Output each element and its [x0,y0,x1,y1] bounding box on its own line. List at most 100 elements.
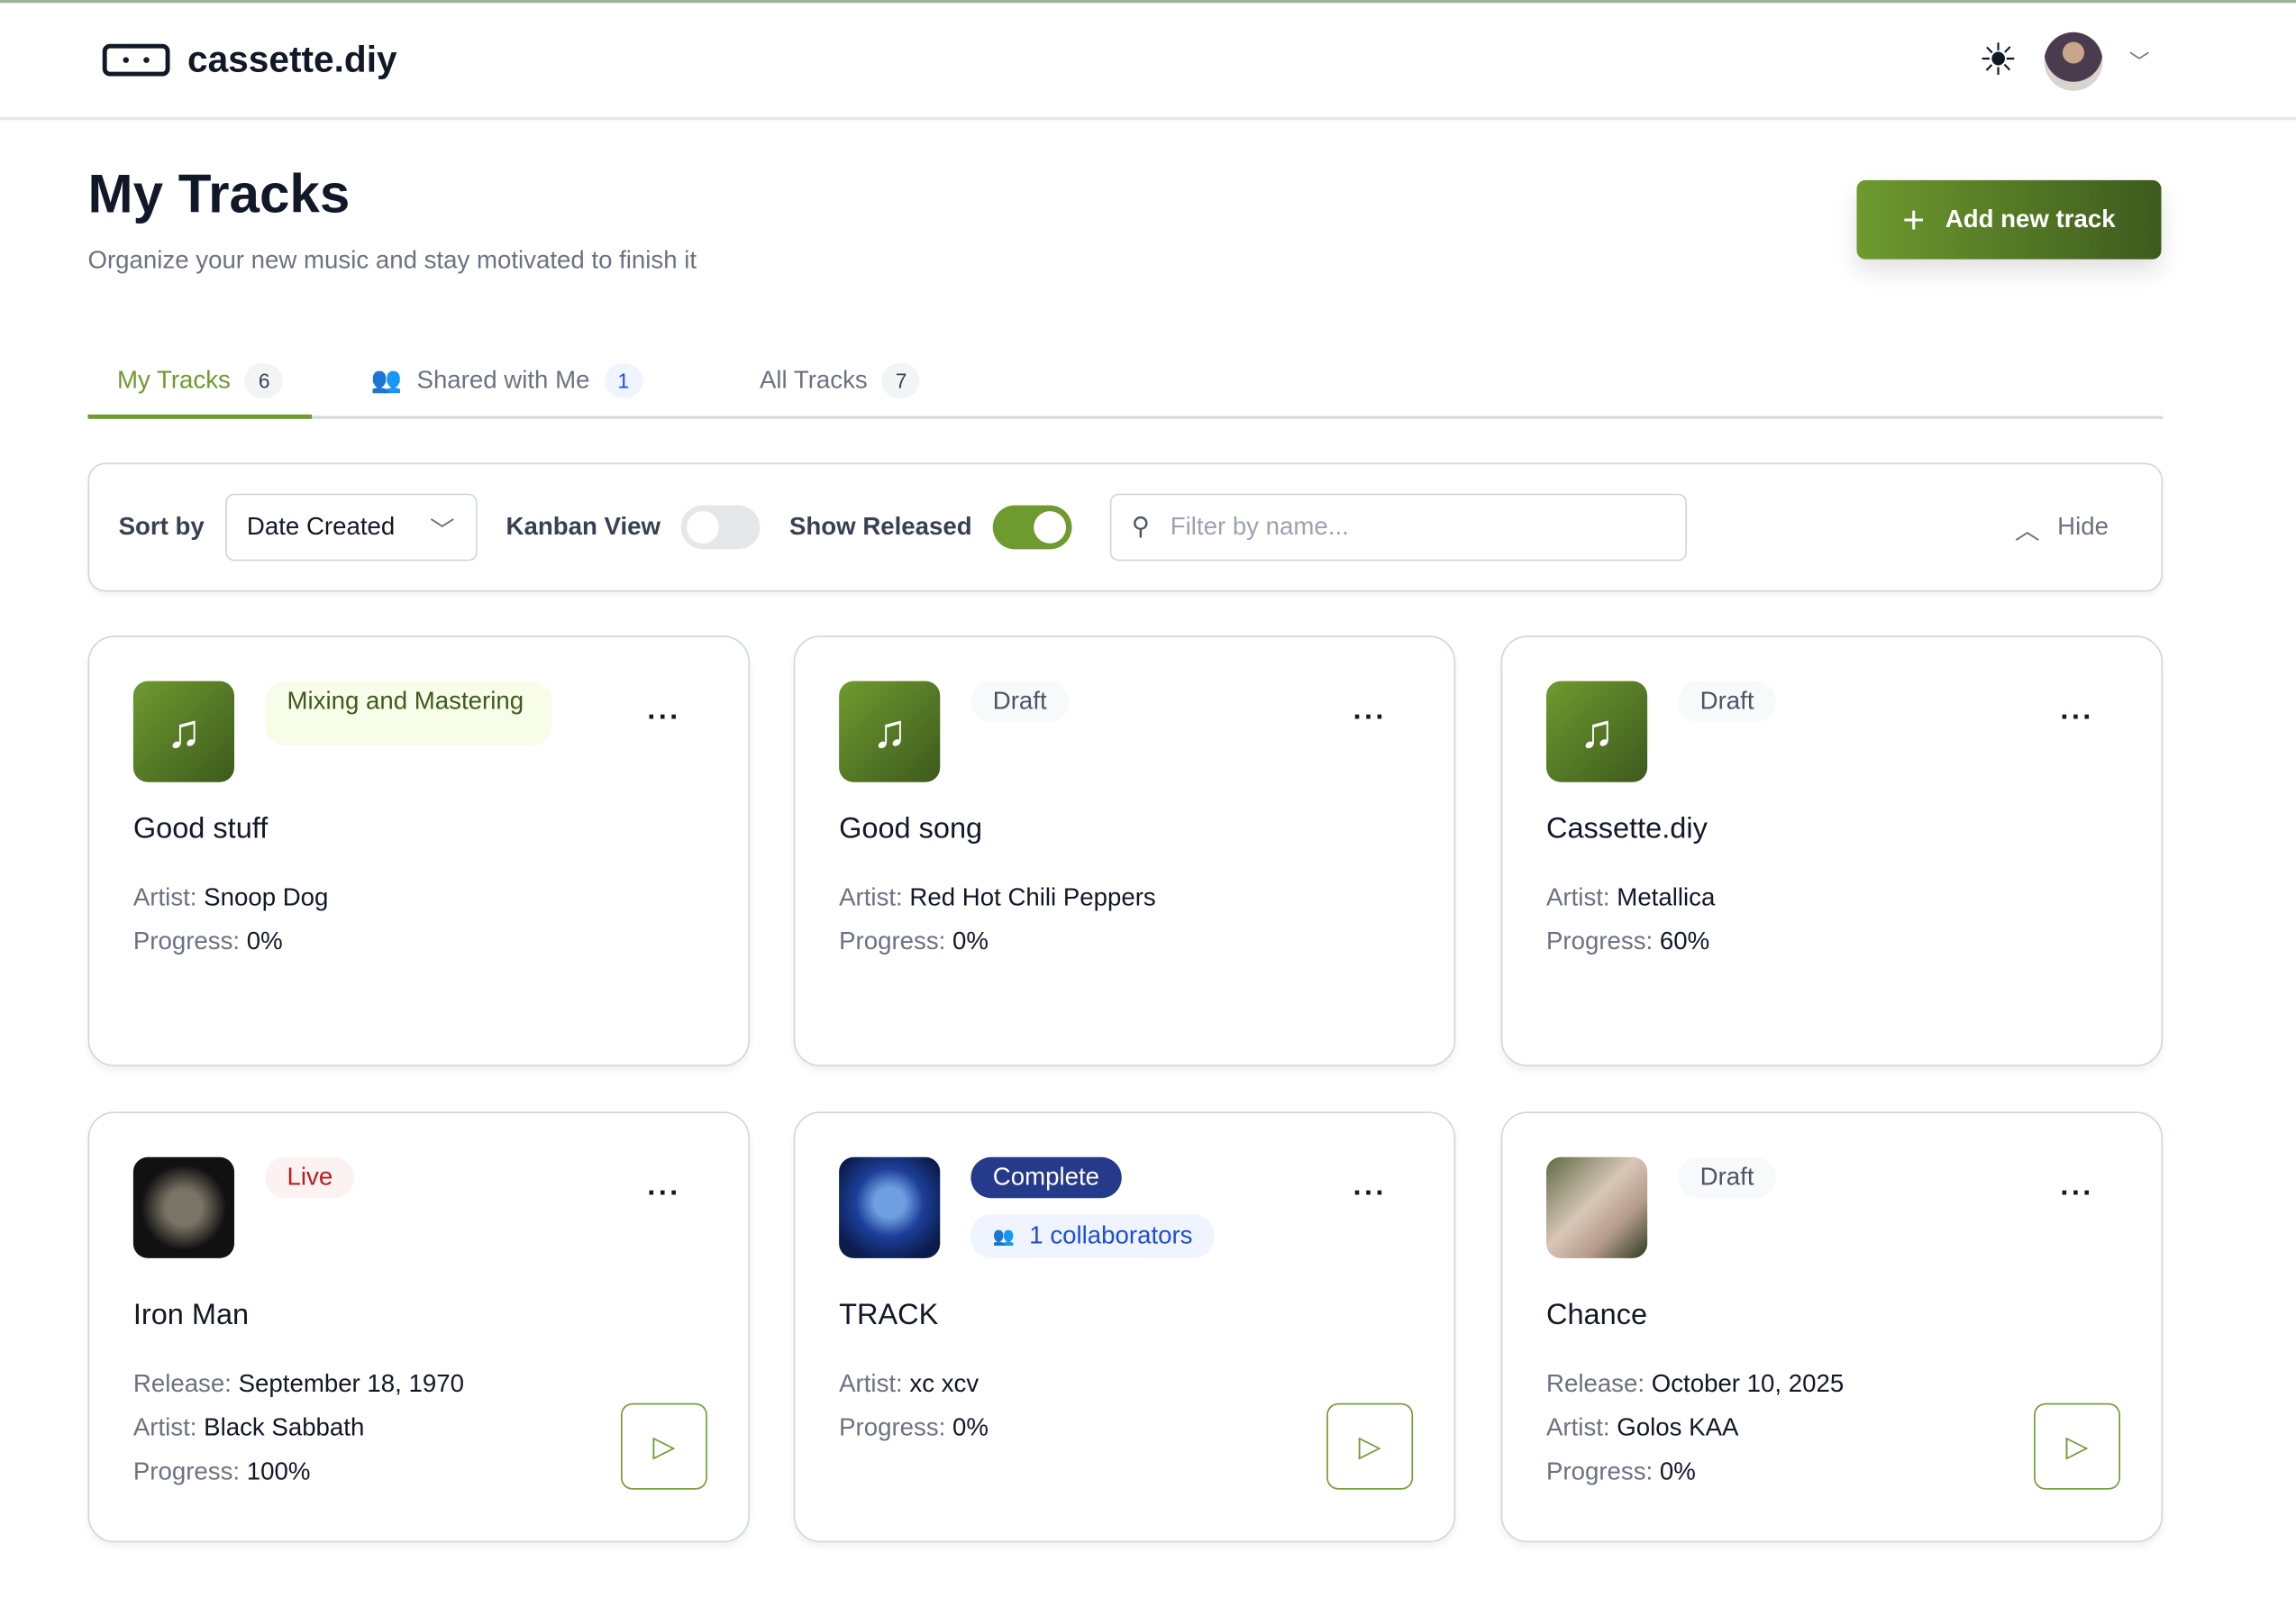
progress-key: Progress: [132,927,241,955]
progress-value: 0% [952,927,989,955]
chevron-up-icon: ︿ [2015,516,2040,544]
music-note-icon: ♫ [839,681,941,782]
progress-line: Progress: 0% [1546,1457,1696,1487]
search-input[interactable]: ⚲ Filter by name... [1109,493,1687,562]
track-card[interactable]: ♫ Mixing and Mastering ··· Good stuff Ar… [87,635,750,1066]
artist-key: Artist: [132,1413,197,1441]
track-title: Good stuff [132,812,269,845]
add-new-track-button[interactable]: + Add new track [1856,179,2162,260]
sort-value: Date Created [246,512,396,541]
play-button[interactable]: ▷ [621,1403,707,1490]
progress-key: Progress: [839,1413,946,1441]
page-subtitle: Organize your new music and stay motivat… [87,246,697,274]
release-key: Release: [1546,1369,1645,1398]
play-button[interactable]: ▷ [2034,1403,2120,1490]
play-icon: ▷ [1358,1430,1381,1464]
more-options-icon[interactable]: ··· [2060,701,2094,735]
tab-count: 6 [245,362,284,398]
hide-filters-button[interactable]: ︿ Hide [2015,509,2109,546]
release-key: Release: [132,1369,232,1398]
collaborators-label: 1 collaborators [1029,1221,1193,1250]
progress-key: Progress: [1546,1457,1654,1485]
tab-shared-with-me[interactable]: 👥 Shared with Me 1 [342,346,671,416]
progress-key: Progress: [839,927,946,955]
artist-value: xc xcv [909,1369,979,1398]
more-options-icon[interactable]: ··· [647,1177,681,1211]
chevron-down-icon: ﹀ [430,516,455,544]
tab-count: 1 [604,363,642,398]
release-value: September 18, 1970 [238,1369,464,1398]
avatar[interactable] [2044,32,2103,91]
brand-logo[interactable]: cassette.diy [102,39,397,81]
artist-key: Artist: [839,882,903,911]
search-placeholder: Filter by name... [1170,512,1349,541]
track-title: Good song [839,812,983,845]
tab-label: My Tracks [117,365,231,394]
release-line: Release: October 10, 2025 [1546,1369,1844,1399]
kanban-label: Kanban View [506,512,661,541]
cover-image [1546,1156,1648,1258]
artist-value: Black Sabbath [204,1413,365,1441]
cassette-icon [102,43,170,77]
track-card[interactable]: Complete 👥 1 collaborators ··· TRACK Arti… [793,1111,1456,1543]
add-new-track-label: Add new track [1945,205,2116,233]
progress-value: 0% [1659,1457,1696,1485]
tab-count: 7 [881,363,921,398]
more-options-icon[interactable]: ··· [647,701,681,735]
chevron-down-icon[interactable]: ﹀ [2128,50,2150,74]
music-note-icon: ♫ [1546,681,1648,782]
kanban-toggle[interactable] [680,505,761,550]
play-icon: ▷ [2065,1430,2089,1464]
artist-line: Artist: Golos KAA [1546,1413,1738,1443]
release-line: Release: September 18, 1970 [133,1369,464,1399]
page-title: My Tracks [87,164,351,224]
filter-bar: Sort by Date Created ﹀ Kanban View Show R… [87,462,2164,592]
artist-value: Golos KAA [1617,1413,1739,1441]
artist-line: Artist: Snoop Dog [133,883,329,913]
status-badge: Draft [1678,681,1776,723]
progress-value: 60% [1659,927,1710,955]
progress-value: 0% [952,1413,989,1441]
track-card[interactable]: Draft ··· Chance Release: October 10, 20… [1500,1111,2164,1543]
progress-line: Progress: 0% [133,927,283,957]
artist-key: Artist: [839,1369,903,1398]
release-value: October 10, 2025 [1651,1369,1845,1398]
artist-key: Artist: [1546,1413,1610,1441]
more-options-icon[interactable]: ··· [1353,701,1387,735]
tab-label: All Tracks [759,366,868,395]
progress-line: Progress: 0% [839,927,989,957]
more-options-icon[interactable]: ··· [2060,1177,2094,1211]
sun-icon[interactable]: ☀ [1978,36,2018,86]
sort-select[interactable]: Date Created ﹀ [224,493,478,562]
track-card[interactable]: ♫ Draft ··· Cassette.diy Artist: Metalli… [1500,635,2164,1066]
progress-key: Progress: [1546,927,1654,955]
top-accent-line [0,0,2296,4]
tab-all-tracks[interactable]: All Tracks 7 [730,346,949,416]
artist-line: Artist: xc xcv [839,1369,979,1399]
show-released-toggle[interactable] [992,505,1072,550]
play-button[interactable]: ▷ [1326,1403,1414,1490]
more-options-icon[interactable]: ··· [1353,1177,1387,1211]
tab-my-tracks[interactable]: My Tracks 6 [87,346,313,419]
tab-label: Shared with Me [416,366,590,395]
track-card[interactable]: ♫ Draft ··· Good song Artist: Red Hot Ch… [793,635,1456,1066]
status-badge: Mixing and Mastering [265,681,552,746]
sort-label: Sort by [118,512,205,541]
track-card[interactable]: Live ··· Iron Man Release: September 18,… [87,1111,750,1543]
hide-label: Hide [2057,512,2109,541]
artist-line: Artist: Metallica [1546,883,1715,913]
status-badge: Complete [970,1156,1122,1199]
users-icon: 👥 [370,366,403,395]
users-icon: 👥 [992,1226,1016,1247]
plus-icon: + [1902,196,1926,242]
artist-line: Artist: Red Hot Chili Peppers [839,883,1156,913]
collaborators-badge[interactable]: 👥 1 collaborators [970,1214,1215,1258]
brand-name: cassette.diy [187,39,397,80]
track-title: TRACK [839,1299,939,1332]
track-title: Cassette.diy [1546,812,1708,845]
cover-image [132,1156,234,1258]
track-title: Chance [1546,1299,1648,1332]
artist-key: Artist: [1546,882,1610,911]
progress-line: Progress: 100% [133,1457,311,1487]
progress-line: Progress: 0% [839,1413,989,1443]
